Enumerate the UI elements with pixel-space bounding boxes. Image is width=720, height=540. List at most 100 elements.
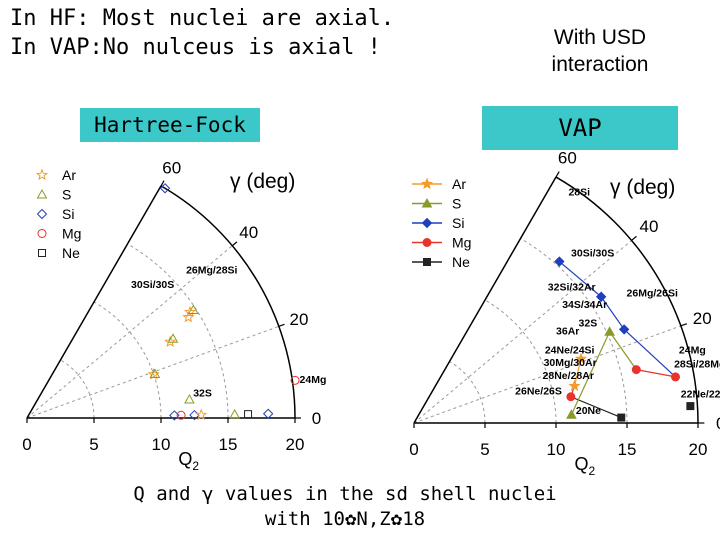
grid-arc: [449, 361, 486, 424]
data-point-ar: [568, 379, 581, 392]
x-tick-label: 20: [689, 440, 708, 459]
grid-radial: [413, 240, 632, 424]
nucleus-annotation: 22Ne/22Mg: [681, 388, 720, 400]
grid-radial: [413, 325, 682, 424]
nucleus-annotation: 26Ne/26S: [515, 385, 562, 397]
data-point-mg: [176, 410, 186, 420]
series-connector: [600, 296, 625, 330]
legend-marker-ne: [423, 258, 431, 266]
nucleus-annotation: 30Si/30S: [131, 279, 174, 291]
legend-label: S: [62, 187, 71, 203]
nucleus-annotation: 24Mg: [300, 374, 327, 386]
gamma-tick-label: 20: [693, 309, 712, 328]
legend-marker-ar: [420, 177, 434, 190]
data-point-s: [566, 409, 577, 419]
interaction-note: With USD interaction: [532, 24, 668, 78]
grid-radial: [26, 245, 233, 419]
nucleus-annotation: 34S/34Ar: [562, 299, 607, 311]
x-tick-label: 20: [286, 435, 305, 454]
legend-marker-ne: [38, 249, 46, 257]
interaction-line-2: interaction: [551, 53, 649, 76]
title-line-1: In HF: Most nuclei are axial.: [10, 6, 395, 31]
hf-label: Hartree-Fock: [80, 108, 260, 142]
gamma-tick-label: 40: [239, 223, 258, 242]
legend-label: S: [452, 196, 461, 212]
gamma-tick-label: 0: [312, 409, 321, 428]
gamma-tick-label: 0: [716, 414, 720, 433]
gamma-tick: [680, 323, 688, 327]
nucleus-annotation: 32S: [193, 387, 212, 399]
x-tick-label: 15: [618, 440, 637, 459]
legend-marker-si: [36, 208, 48, 220]
x-tick-label: 10: [547, 440, 566, 459]
data-point-si: [554, 256, 565, 267]
gamma-60-axis: [413, 176, 557, 424]
nucleus-annotation: 28Ne/28Ar: [543, 370, 594, 382]
series-connector: [570, 396, 622, 419]
data-point-ne: [617, 413, 626, 422]
legend-label: Si: [452, 215, 464, 231]
legend-label: Ne: [62, 245, 80, 261]
legend-marker-s: [421, 197, 433, 208]
gamma-tick: [160, 180, 165, 187]
legend-label: Mg: [452, 235, 471, 251]
gamma-tick-label: 60: [558, 148, 577, 167]
data-point-si: [618, 324, 630, 335]
gamma-tick-label: 40: [640, 217, 659, 236]
nucleus-annotation: 24Mg: [679, 345, 706, 357]
legend-label: Mg: [62, 226, 81, 242]
data-point-ne: [244, 410, 253, 419]
data-point-mg: [290, 375, 300, 385]
data-point-mg: [566, 392, 576, 402]
data-point-s: [187, 304, 199, 314]
data-point-s: [229, 408, 241, 419]
gamma-60-axis: [26, 185, 162, 419]
vap-label: VAP: [482, 106, 678, 150]
nucleus-annotation: 30Si/30S: [571, 247, 614, 259]
gamma-tick: [231, 241, 238, 247]
nucleus-annotation: 32S: [579, 318, 598, 330]
gamma-tick: [631, 235, 637, 241]
series-connector: [609, 331, 637, 370]
series-connector: [570, 331, 611, 416]
data-point-s: [604, 326, 615, 336]
nucleus-annotation: 30Mg/30Ar: [544, 357, 597, 369]
x-tick-label: 5: [480, 440, 489, 459]
legend-label: Ne: [452, 254, 470, 270]
nucleus-annotation: 26Mg/28Si: [186, 265, 237, 277]
gamma-tick-label: 60: [162, 158, 181, 177]
hf-chart: 0 5 10 15 20 0 20 40 60 γ (deg) Q2 30Si/30S 26Mg/28S…: [22, 158, 326, 473]
gamma-tick-label: 20: [290, 310, 309, 329]
data-point-mg: [671, 372, 681, 382]
x-axis-label-sub: 2: [588, 464, 595, 478]
grid-arc: [93, 301, 162, 419]
x-tick-label: 5: [89, 435, 98, 454]
caption: Q and γ values in the sd shell nuclei wi…: [110, 482, 580, 532]
data-point-si: [159, 183, 171, 194]
x-axis-label: Q2: [574, 454, 595, 478]
series-connector: [573, 358, 582, 387]
data-point-ar: [182, 310, 195, 323]
grid-arc: [520, 238, 628, 424]
x-tick-label: 15: [219, 435, 238, 454]
nucleus-annotation: 28Si: [568, 187, 590, 199]
data-point-ar: [195, 408, 208, 421]
data-point-s: [167, 333, 179, 343]
x-tick-label: 10: [152, 435, 171, 454]
nucleus-annotation: 24Ne/24Si: [545, 345, 595, 357]
x-tick-label: 0: [409, 440, 418, 459]
data-point-ar: [164, 335, 177, 347]
x-tick-label: 0: [22, 435, 31, 454]
legend-label: Ar: [62, 167, 76, 183]
legend-marker-ar: [35, 168, 49, 181]
x-axis-label-sub: 2: [192, 459, 199, 473]
legend-label: Si: [62, 206, 74, 222]
title-line-2: In VAP:No nulceus is axial !: [10, 35, 381, 60]
nucleus-annotation: 32Si/32Ar: [548, 282, 596, 294]
grid-arc: [60, 359, 95, 419]
data-point-si: [262, 408, 274, 419]
nucleus-annotation: 28Si/28Mg: [674, 358, 720, 370]
outer-arc: [160, 185, 296, 419]
outer-arc: [555, 176, 699, 424]
